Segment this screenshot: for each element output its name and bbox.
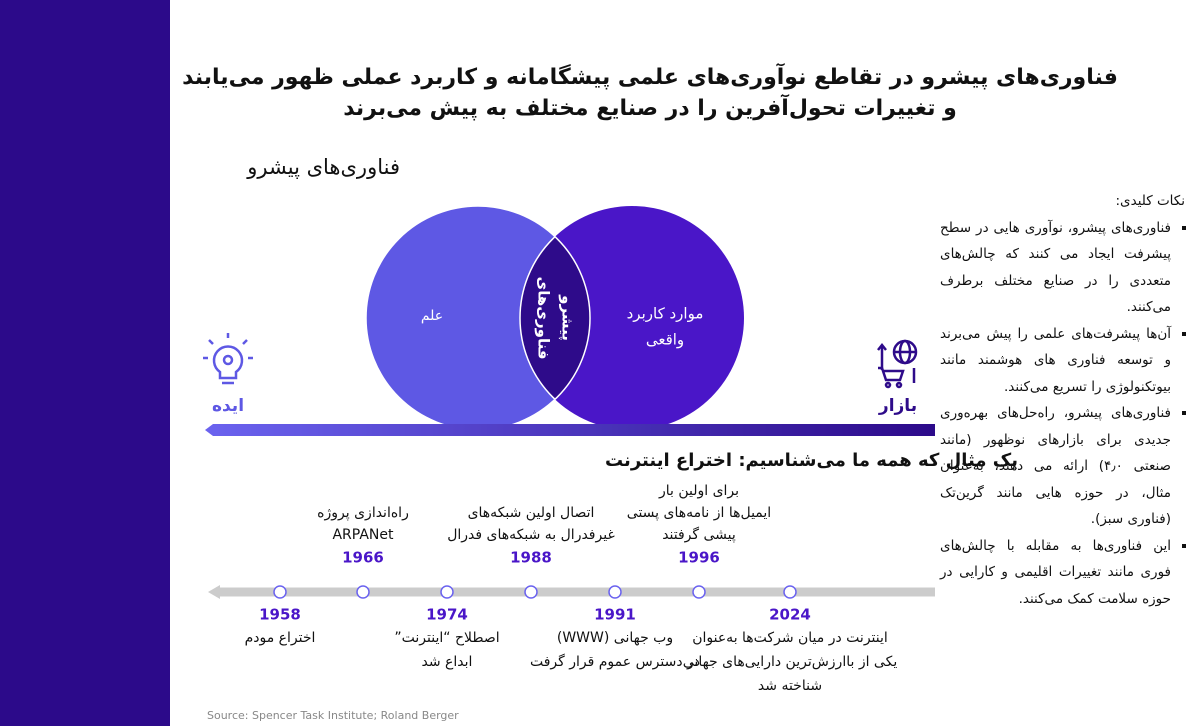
- event-text: اتصال اولین شبکه‌های: [468, 505, 595, 521]
- event-text: وب جهانی (WWW): [557, 630, 673, 646]
- timeline-dot: [692, 585, 706, 599]
- key-point: آن‌ها پیشرفت‌های علمی را پیش می‌برند و ت…: [940, 321, 1171, 401]
- section-title: فناوری‌های پیشرو: [247, 155, 400, 179]
- venn-left-label: علم: [421, 308, 443, 324]
- venn-right-label: موارد کاربرد: [627, 305, 704, 323]
- side-bar: [0, 0, 170, 726]
- idea-label: ایده: [212, 396, 244, 416]
- key-point: این فناوری‌ها به مقابله با چالش‌های فوری…: [940, 533, 1171, 613]
- venn-center-label: پیشرو: [558, 294, 577, 341]
- key-points: نکات کلیدی: فناوری‌های پیشرو، نوآوری های…: [940, 188, 1185, 612]
- venn-right-label: واقعی: [646, 331, 684, 349]
- idea-icon: [203, 333, 253, 385]
- event-year: 1988: [510, 549, 552, 567]
- timeline-dot: [783, 585, 797, 599]
- event-text: یکی از باارزش‌ترین دارایی‌های جهانی: [683, 654, 898, 670]
- title-line: و تغییرات تحول‌آفرین را در صنایع مختلف ب…: [343, 96, 957, 121]
- event-text: ایمیل‌ها از نامه‌های پستی: [627, 505, 771, 521]
- timeline-arrow: [208, 585, 220, 599]
- event-year: 1958: [259, 606, 301, 624]
- event-text: اینترنت در میان شرکت‌ها به‌عنوان: [692, 630, 888, 646]
- event-year: 1974: [426, 606, 468, 624]
- event-text: در دسترس عموم قرار گرفت: [530, 653, 700, 670]
- venn-center-label: فناوری‌های: [535, 276, 553, 359]
- key-point: فناوری‌های پیشرو، راه‌حل‌های بهره‌وری جد…: [940, 400, 1171, 533]
- timeline-dot: [524, 585, 538, 599]
- venn-left: [366, 206, 590, 430]
- timeline-dot: [273, 585, 287, 599]
- event-text: راه‌اندازی پروژه: [317, 505, 409, 521]
- title: فناوری‌های پیشرو در تقاطع نوآوری‌های علم…: [180, 62, 1120, 124]
- timeline-events: 1958 اختراع مودم 1966 راه‌اندازی پروژه ARPAN…: [245, 483, 898, 694]
- key-points-list: فناوری‌های پیشرو، نوآوری هایی در سطح پیش…: [940, 215, 1185, 613]
- event-year: 1991: [594, 606, 636, 624]
- event-text: پیشی گرفتند: [662, 526, 736, 543]
- event-year: 2024: [769, 606, 811, 624]
- event-text: غیرفدرال به شبکه‌های فدرال: [447, 527, 615, 543]
- timeline-dot: [440, 585, 454, 599]
- progress-arrow: [205, 424, 935, 436]
- event-text: شناخته شد: [758, 678, 822, 694]
- venn-center: فناوری‌های پیشرو: [535, 276, 577, 359]
- market-label: بازار: [878, 396, 917, 416]
- timeline-dot: [608, 585, 622, 599]
- timeline-heading: یک مثال که همه ما می‌شناسیم: اختراع اینت…: [605, 450, 1018, 471]
- market-icon: [877, 339, 918, 389]
- event-text: اختراع مودم: [245, 630, 316, 646]
- event-year: 1966: [342, 549, 384, 567]
- title-line: فناوری‌های پیشرو در تقاطع نوآوری‌های علم…: [182, 65, 1118, 90]
- event-text: ARPANet: [332, 527, 394, 543]
- event-year: 1996: [678, 549, 720, 567]
- event-text: اصطلاح “اینترنت”: [394, 630, 499, 646]
- venn-right: [520, 206, 744, 430]
- key-points-heading: نکات کلیدی:: [1115, 193, 1186, 209]
- timeline-dot: [356, 585, 370, 599]
- event-text: برای اولین بار: [658, 483, 739, 499]
- event-text: ابداع شد: [422, 654, 473, 670]
- key-point: فناوری‌های پیشرو، نوآوری هایی در سطح پیش…: [940, 215, 1171, 321]
- source: Source: Spencer Task Institute; Roland B…: [207, 709, 459, 722]
